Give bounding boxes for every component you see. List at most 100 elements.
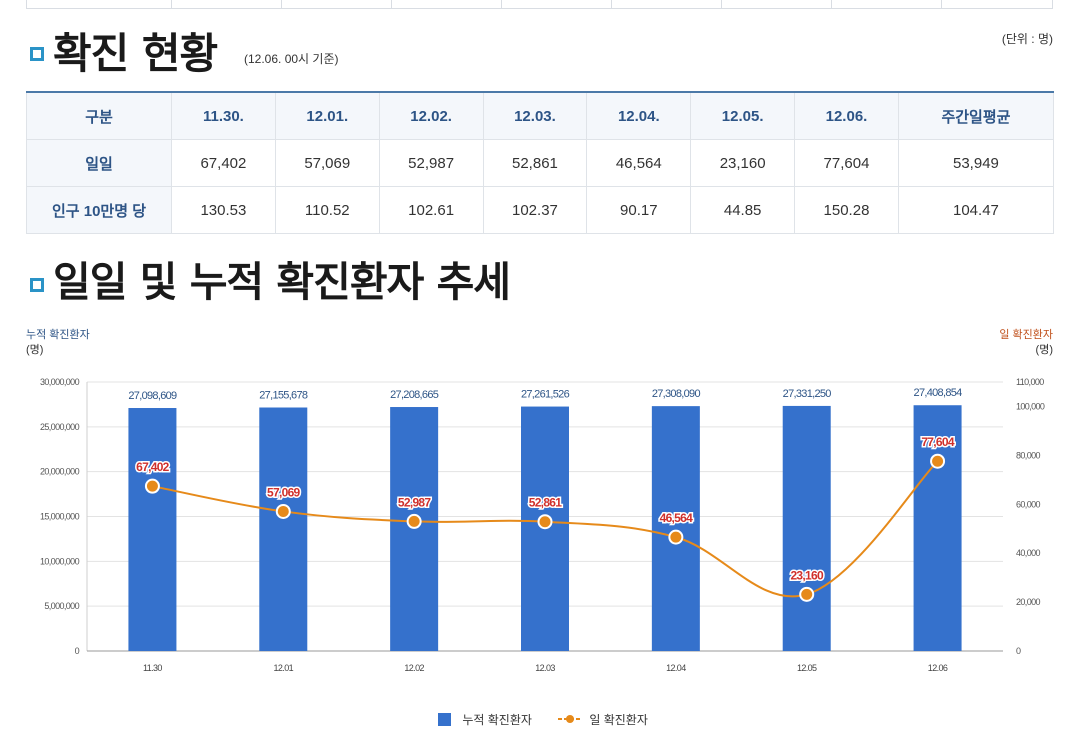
right-tick-label: 60,000 xyxy=(1016,499,1041,509)
table-cell: 57,069 xyxy=(274,139,380,187)
left-axis-title: 누적 확진환자 (명) xyxy=(26,328,90,358)
column-header: 12.03. xyxy=(482,91,588,140)
x-tick-label: 12.01 xyxy=(274,663,294,673)
right-tick-label: 40,000 xyxy=(1016,548,1041,558)
legend-line-swatch xyxy=(558,715,582,723)
line-point xyxy=(537,514,553,530)
section-bullet-icon xyxy=(30,278,44,292)
legend-bar-swatch xyxy=(438,713,451,726)
line-point xyxy=(668,529,684,545)
x-tick-label: 12.04 xyxy=(666,663,686,673)
daily-cases-line xyxy=(152,460,939,598)
status-table: 구분 11.30. 12.01. 12.02. 12.03. 12.04. 12… xyxy=(26,91,1055,234)
table-cell: 104.47 xyxy=(897,186,1055,234)
x-tick-label: 12.06 xyxy=(928,663,948,673)
line-value-label: 52,987 xyxy=(398,495,432,509)
previous-table-edge xyxy=(26,0,1053,9)
bar-value-label: 27,331,250 xyxy=(783,388,832,400)
left-axis-title-text: 누적 확진환자 xyxy=(26,329,90,341)
left-tick-label: 5,000,000 xyxy=(44,601,79,611)
right-tick-label: 100,000 xyxy=(1016,401,1045,411)
table-cell: 44.85 xyxy=(690,186,796,234)
bar-value-label: 27,155,678 xyxy=(259,390,308,402)
right-tick-label: 0 xyxy=(1016,646,1021,656)
left-tick-label: 20,000,000 xyxy=(40,467,80,477)
table-cell: 110.52 xyxy=(274,186,380,234)
bar-value-label: 27,098,609 xyxy=(128,390,177,402)
x-tick-label: 12.05 xyxy=(797,663,817,673)
legend-bar-label: 누적 확진환자 xyxy=(462,713,532,727)
table-cell: 150.28 xyxy=(794,186,899,234)
table-cell: 67,402 xyxy=(171,139,276,187)
section-title-status: 확진 현황 xyxy=(53,29,218,78)
section-title-trend: 일일 및 누적 확진환자 추세 xyxy=(53,258,511,306)
right-axis-title-text: 일 확진환자 xyxy=(999,329,1053,341)
right-axis-unit: (명) xyxy=(1035,344,1053,356)
table-cell: 52,987 xyxy=(378,139,484,187)
table-cell: 53,949 xyxy=(897,139,1055,187)
right-tick-label: 110,000 xyxy=(1016,377,1044,387)
table-cell: 23,160 xyxy=(690,139,796,187)
table-cell: 52,861 xyxy=(482,139,588,187)
table-cell: 46,564 xyxy=(586,139,692,187)
table-cell: 90.17 xyxy=(586,186,692,234)
line-point xyxy=(406,513,422,529)
table-cell: 102.61 xyxy=(378,186,484,234)
right-axis-title: 일 확진환자 (명) xyxy=(999,328,1053,358)
left-axis-unit: (명) xyxy=(26,344,44,356)
bar xyxy=(913,405,962,651)
left-tick-label: 10,000,000 xyxy=(40,556,80,566)
table-cell: 102.37 xyxy=(482,186,588,234)
x-tick-label: 11.30 xyxy=(143,663,162,673)
row-header: 일일 xyxy=(26,139,172,187)
line-point xyxy=(799,586,815,602)
row-header: 인구 10만명 당 xyxy=(26,186,172,234)
table-cell: 130.53 xyxy=(171,186,276,234)
column-header: 주간일평균 xyxy=(897,91,1055,140)
chart-legend-line: 일 확진환자 xyxy=(558,711,648,728)
bar xyxy=(128,408,177,651)
column-header: 11.30. xyxy=(171,91,276,140)
bar xyxy=(259,407,308,651)
table-row: 일일 67,402 57,069 52,987 52,861 46,564 23… xyxy=(26,139,1055,187)
line-value-label: 52,861 xyxy=(529,496,563,510)
bar xyxy=(521,406,569,651)
table-header-row: 구분 11.30. 12.01. 12.02. 12.03. 12.04. 12… xyxy=(26,91,1055,140)
chart-legend: 누적 확진환자 xyxy=(438,711,532,728)
line-value-label: 67,402 xyxy=(136,460,170,474)
line-point xyxy=(275,503,291,519)
table-corner: 구분 xyxy=(26,91,172,140)
line-value-label: 77,604 xyxy=(921,435,955,449)
left-tick-label: 0 xyxy=(75,646,80,656)
line-value-label: 23,160 xyxy=(790,568,824,582)
bar-value-label: 27,261,526 xyxy=(521,389,570,401)
x-tick-label: 12.03 xyxy=(535,663,555,673)
right-tick-label: 20,000 xyxy=(1016,597,1041,607)
column-header: 12.04. xyxy=(586,91,692,140)
x-tick-label: 12.02 xyxy=(404,663,424,673)
column-header: 12.06. xyxy=(794,91,899,140)
bar xyxy=(390,407,439,651)
right-tick-label: 80,000 xyxy=(1016,450,1041,460)
bar xyxy=(651,406,700,651)
left-tick-label: 30,000,000 xyxy=(40,377,80,387)
left-tick-label: 25,000,000 xyxy=(40,422,80,432)
line-point xyxy=(930,453,946,469)
table-cell: 77,604 xyxy=(794,139,899,187)
bar-value-label: 27,408,854 xyxy=(914,387,963,399)
left-tick-label: 15,000,000 xyxy=(40,512,80,522)
bar xyxy=(782,405,831,651)
section-bullet-icon xyxy=(30,47,44,61)
reference-time-note: (12.06. 00시 기준) xyxy=(244,52,339,66)
line-value-label: 57,069 xyxy=(267,485,301,499)
legend-line-label: 일 확진환자 xyxy=(589,713,648,727)
unit-note: (단위 : 명) xyxy=(1001,32,1053,46)
table-row: 인구 10만명 당 130.53 110.52 102.61 102.37 90… xyxy=(26,186,1055,234)
column-header: 12.02. xyxy=(378,91,484,140)
bar-value-label: 27,208,665 xyxy=(390,389,439,401)
bar-value-label: 27,308,090 xyxy=(652,388,701,400)
column-header: 12.05. xyxy=(690,91,796,140)
line-point xyxy=(144,478,160,494)
line-value-label: 46,564 xyxy=(660,511,694,525)
column-header: 12.01. xyxy=(274,91,380,140)
